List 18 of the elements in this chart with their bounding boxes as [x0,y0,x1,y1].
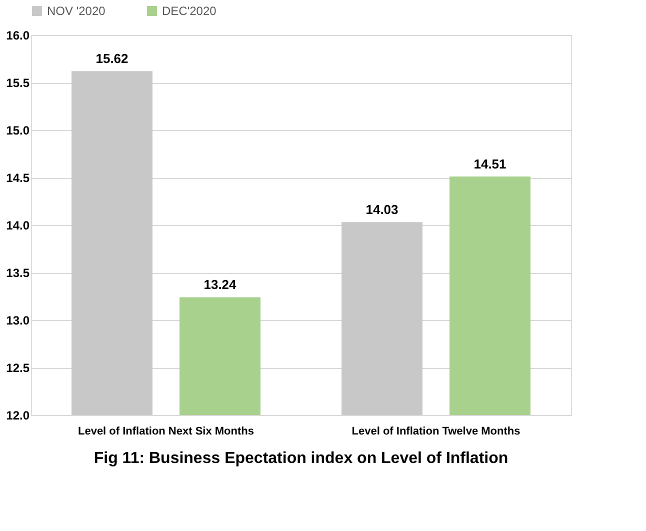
y-tick-label: 14.5 [6,171,30,185]
data-label: 14.03 [366,202,398,218]
legend-label: NOV '2020 [47,4,106,18]
x-tick-label: Level of Inflation Next Six Months [78,426,254,438]
x-tick-label: Level of Inflation Twelve Months [352,426,520,438]
y-tick-label: 12.0 [6,408,30,422]
legend-label: DEC'2020 [162,4,217,18]
data-label: 14.51 [474,156,506,172]
y-tick-label: 13.5 [6,266,30,280]
y-tick-label: 12.5 [6,361,30,375]
text: Fig 11: Business Epectation index on Level of Inflation [94,450,508,467]
data-label: 15.62 [96,51,128,66]
data-label: 13.24 [204,277,238,292]
y-tick-label: 13.0 [6,314,30,328]
y-tick-label: 15.5 [6,76,30,90]
y-tick-label: 16.0 [6,28,30,42]
y-tick-label: 15.0 [6,124,30,138]
y-tick-label: 14.0 [6,218,30,232]
